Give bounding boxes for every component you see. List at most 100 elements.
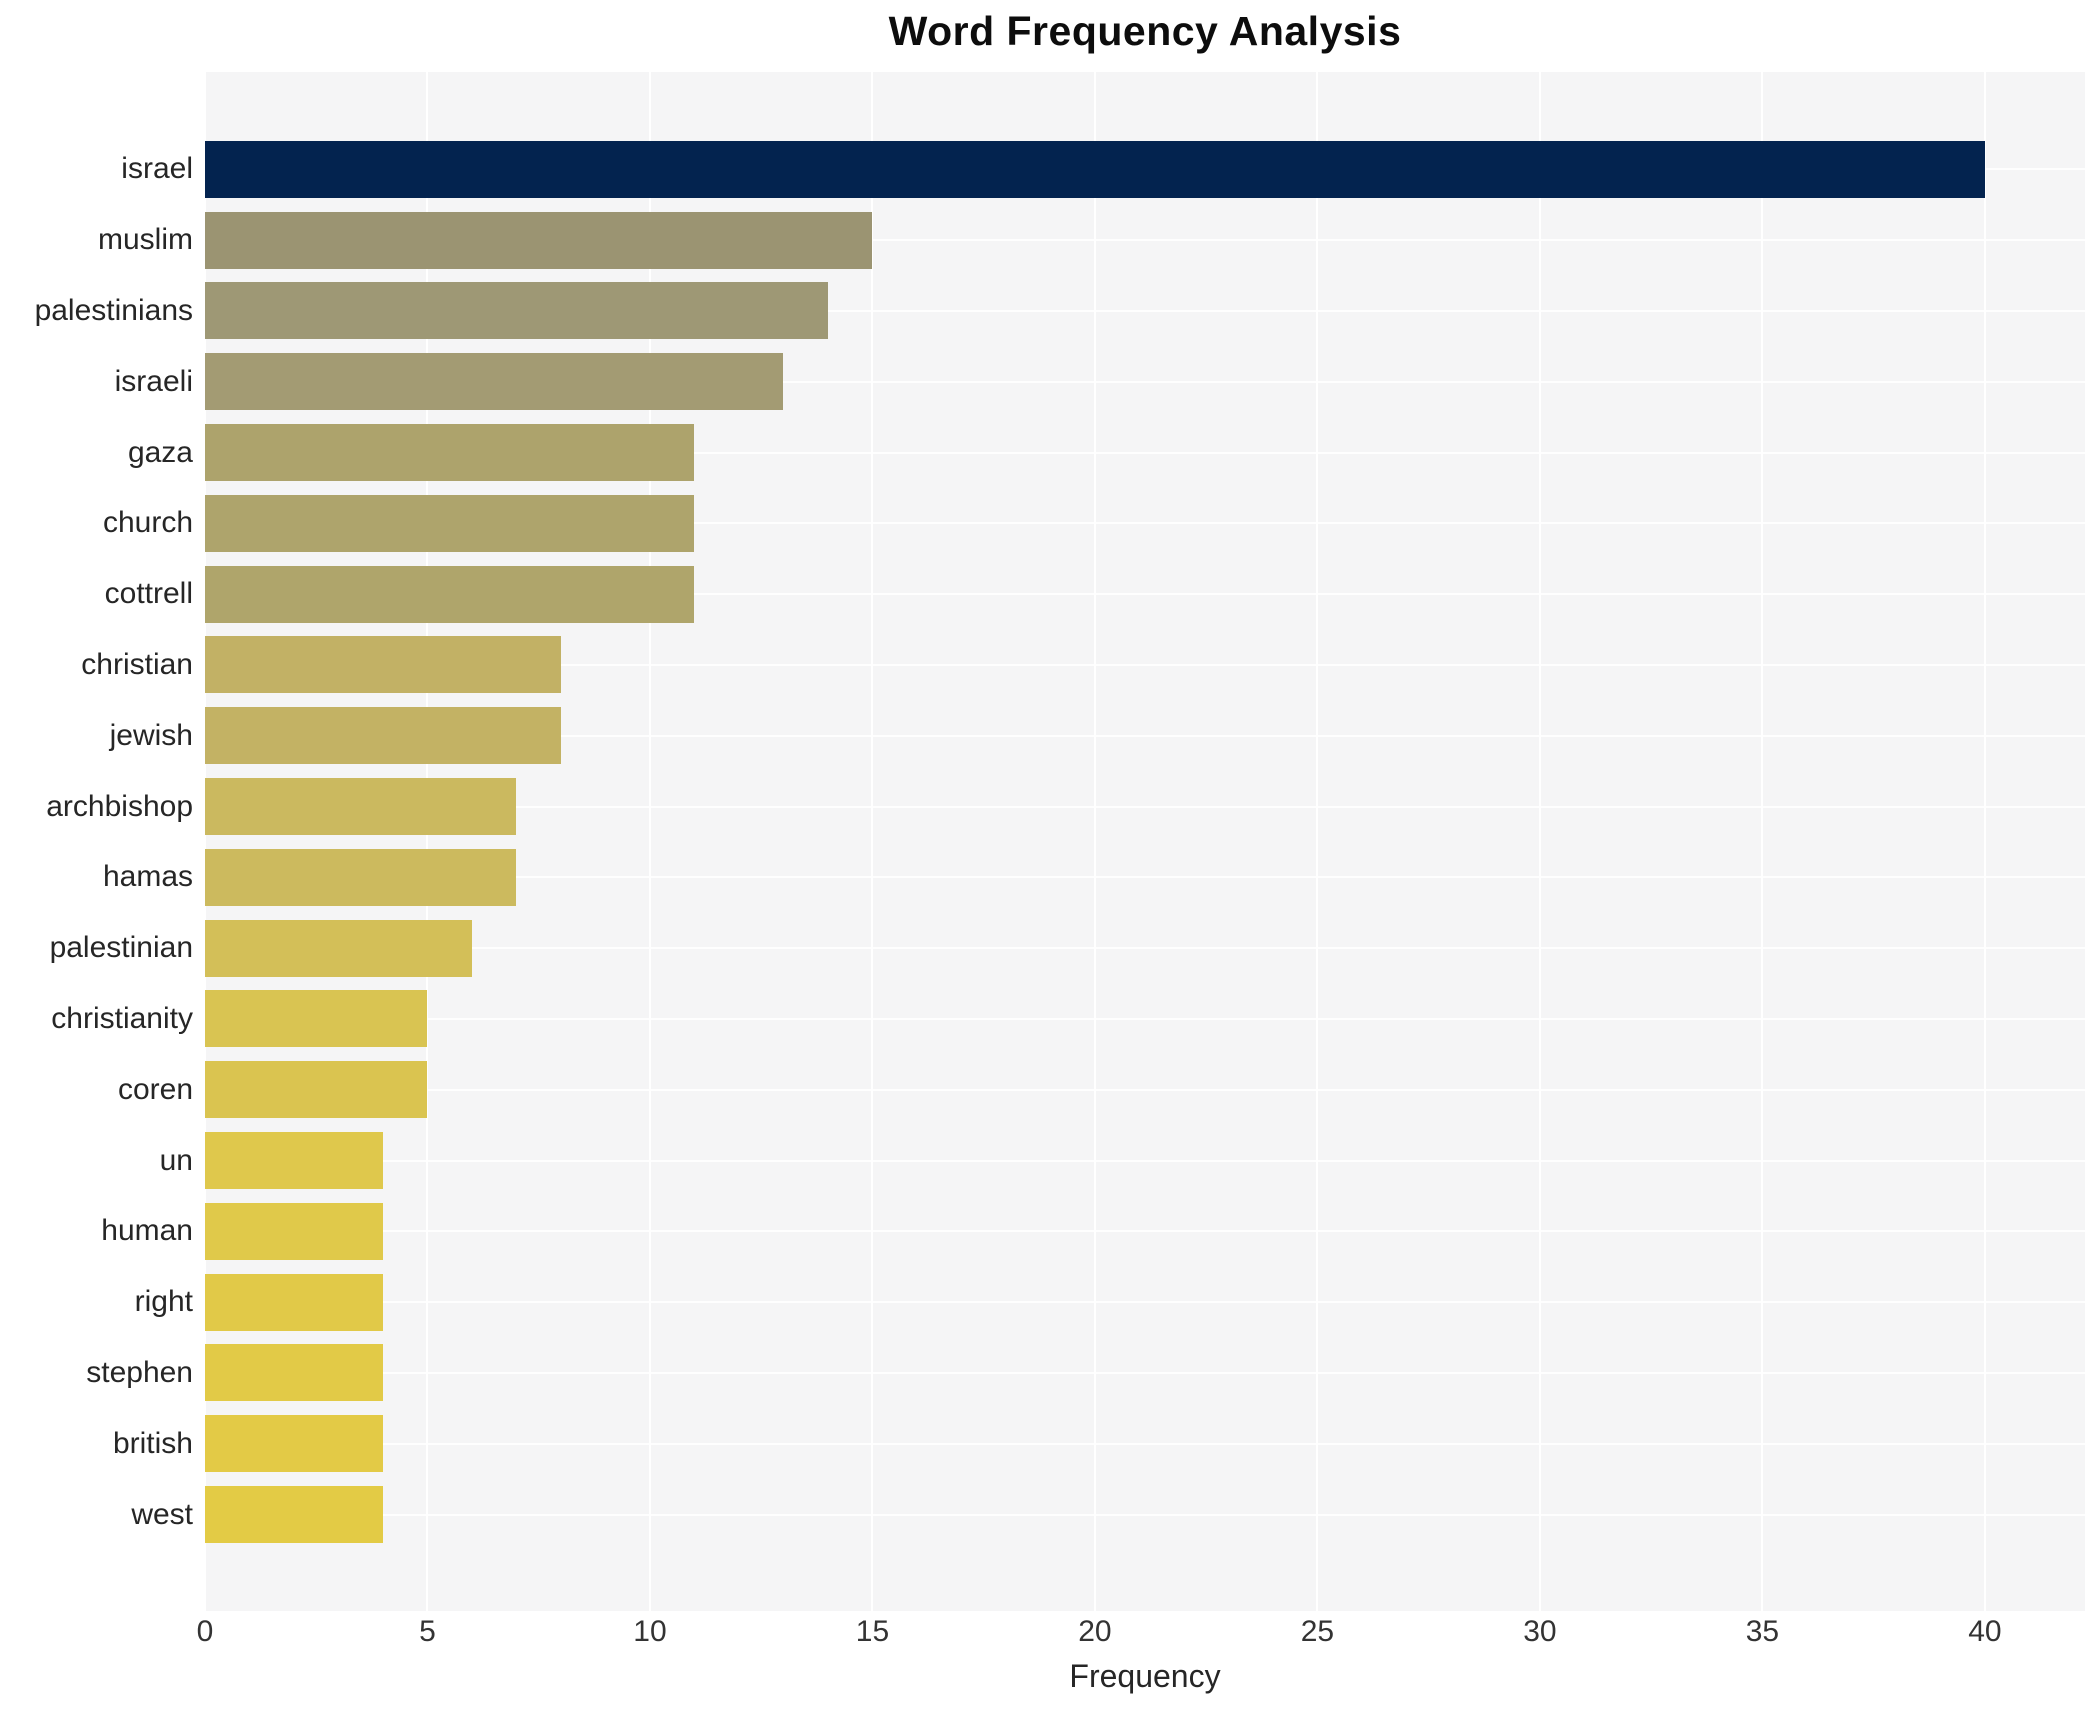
horizontal-gridline [205,593,2085,596]
bar-track [205,1267,2085,1338]
vertical-gridline [1983,72,1986,1611]
bar-row: israel [0,134,2085,205]
bar-row: christian [0,630,2085,701]
y-axis-label: gaza [127,435,193,469]
bar-row: palestinians [0,276,2085,347]
bar-track [205,913,2085,984]
vertical-gridline [648,72,651,1611]
bar-track [205,276,2085,347]
y-axis-label: christianity [51,1001,193,1035]
y-axis-label: jewish [109,718,193,752]
chart-title: Word Frequency Analysis [888,8,1402,54]
bar-row: british [0,1408,2085,1479]
horizontal-gridline [205,380,2085,383]
y-axis-label: british [112,1426,193,1460]
bar-track [205,771,2085,842]
y-axis-label: palestinian [49,931,193,965]
vertical-gridline [1538,72,1541,1611]
y-axis-label: hamas [102,860,193,894]
bar-track [205,1408,2085,1479]
bar-track [205,205,2085,276]
bar-track [205,842,2085,913]
bar-christianity [205,990,428,1048]
y-axis-label: church [102,506,193,540]
y-axis-label: west [131,1497,193,1531]
bar-row: stephen [0,1338,2085,1409]
horizontal-gridline [205,1301,2085,1304]
x-axis-tick-label: 5 [419,1615,436,1648]
vertical-gridline [1316,72,1319,1611]
y-axis-label: human [101,1214,193,1248]
bar-cottrell [205,565,695,623]
bar-row: archbishop [0,771,2085,842]
bar-track [205,700,2085,771]
horizontal-gridline [205,1371,2085,1374]
horizontal-gridline [205,1017,2085,1020]
bar-row: cottrell [0,559,2085,630]
x-axis-tick-label: 20 [1078,1615,1112,1648]
bar-row: west [0,1479,2085,1550]
x-axis-tick-label: 40 [1968,1615,2002,1648]
horizontal-gridline [205,663,2085,666]
bar-stephen [205,1344,383,1402]
bar-track [205,346,2085,417]
horizontal-gridline [205,1230,2085,1233]
horizontal-gridline [205,239,2085,242]
x-axis-tick-label: 30 [1523,1615,1557,1648]
bar-row: hamas [0,842,2085,913]
bar-row: gaza [0,417,2085,488]
bar-track [205,1125,2085,1196]
bar-right [205,1273,383,1331]
y-axis-label: palestinians [34,293,193,327]
horizontal-gridline [205,734,2085,737]
y-axis-label: stephen [86,1355,193,1389]
x-axis-tick-label: 0 [196,1615,214,1648]
bar-track [205,417,2085,488]
horizontal-gridline [205,522,2085,525]
bar-track [205,630,2085,701]
bar-track [205,559,2085,630]
bar-church [205,494,695,552]
y-axis-label: muslim [98,223,193,257]
bar-track [205,1196,2085,1267]
y-axis-label: israeli [114,364,193,398]
vertical-gridline [871,72,874,1611]
bar-row: jewish [0,700,2085,771]
horizontal-gridline [205,1159,2085,1162]
bar-row: church [0,488,2085,559]
y-axis-label: israel [121,152,193,186]
y-axis-label: coren [117,1072,193,1106]
bar-christian [205,636,561,694]
y-axis-label: christian [81,647,193,681]
bar-track [205,488,2085,559]
bar-track [205,1479,2085,1550]
bar-row: muslim [0,205,2085,276]
x-axis-tick-label: 10 [633,1615,667,1648]
vertical-gridline [1761,72,1764,1611]
bar-coren [205,1061,428,1119]
x-axis-tick-label: 35 [1745,1615,1780,1648]
bar-rows: israel muslim palestinians israeli gaza churc… [0,134,2085,1550]
bar-palestinians [205,282,828,340]
y-axis-label: right [134,1285,193,1319]
bar-israeli [205,353,784,411]
bar-track [205,984,2085,1055]
bar-un [205,1132,383,1190]
bar-british [205,1415,383,1473]
x-axis-tick-label: 15 [855,1615,890,1648]
x-axis-tick-label: 25 [1300,1615,1335,1648]
bar-row: coren [0,1054,2085,1125]
bar-row: christianity [0,984,2085,1055]
bar-track [205,1338,2085,1409]
horizontal-gridline [205,451,2085,454]
x-axis-title: Frequency [1069,1658,1221,1694]
bar-west [205,1486,383,1544]
vertical-gridline [1093,72,1096,1611]
bar-jewish [205,707,561,765]
horizontal-gridline [205,1088,2085,1091]
bar-row: right [0,1267,2085,1338]
horizontal-gridline [205,805,2085,808]
y-axis-label: un [159,1143,193,1177]
bar-row: human [0,1196,2085,1267]
